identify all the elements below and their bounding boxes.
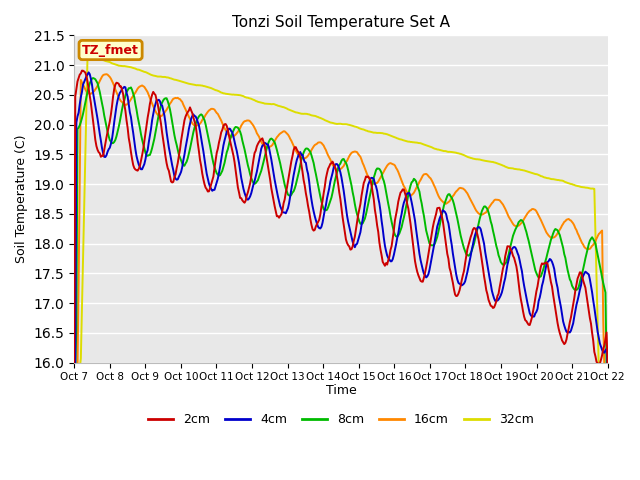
Title: Tonzi Soil Temperature Set A: Tonzi Soil Temperature Set A: [232, 15, 450, 30]
Legend: 2cm, 4cm, 8cm, 16cm, 32cm: 2cm, 4cm, 8cm, 16cm, 32cm: [143, 408, 539, 431]
Text: TZ_fmet: TZ_fmet: [82, 44, 139, 57]
Y-axis label: Soil Temperature (C): Soil Temperature (C): [15, 135, 28, 263]
X-axis label: Time: Time: [326, 384, 356, 396]
